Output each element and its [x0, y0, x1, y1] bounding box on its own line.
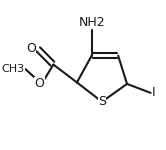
Text: S: S	[98, 95, 106, 108]
Text: CH3: CH3	[1, 64, 25, 74]
Text: O: O	[35, 77, 44, 90]
Text: O: O	[26, 42, 36, 55]
Text: NH2: NH2	[78, 16, 105, 29]
Text: I: I	[152, 86, 156, 99]
